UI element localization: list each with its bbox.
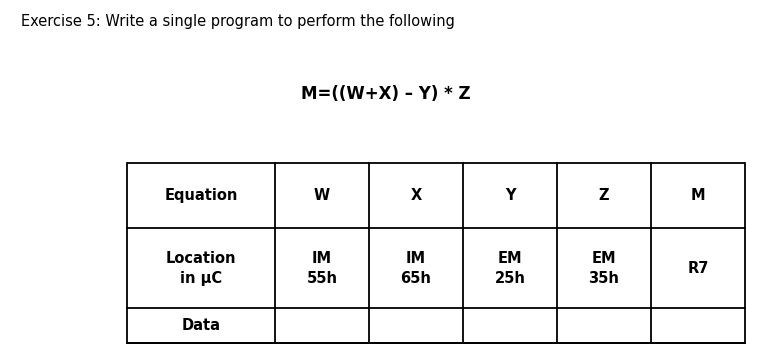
Text: EM
25h: EM 25h — [495, 251, 526, 286]
Text: Y: Y — [505, 188, 515, 203]
Text: IM
65h: IM 65h — [401, 251, 432, 286]
Text: EM
35h: EM 35h — [588, 251, 619, 286]
Text: IM
55h: IM 55h — [306, 251, 337, 286]
Bar — [127, 163, 745, 343]
Text: Exercise 5: Write a single program to perform the following: Exercise 5: Write a single program to pe… — [21, 14, 455, 29]
Text: R7: R7 — [687, 261, 709, 276]
Text: Data: Data — [181, 318, 221, 333]
Text: W: W — [314, 188, 330, 203]
Text: Z: Z — [599, 188, 609, 203]
Text: Location
in μC: Location in μC — [166, 251, 236, 286]
Text: M=((W+X) – Y) * Z: M=((W+X) – Y) * Z — [301, 85, 471, 103]
Text: M: M — [691, 188, 706, 203]
Text: X: X — [410, 188, 422, 203]
Text: Equation: Equation — [164, 188, 238, 203]
